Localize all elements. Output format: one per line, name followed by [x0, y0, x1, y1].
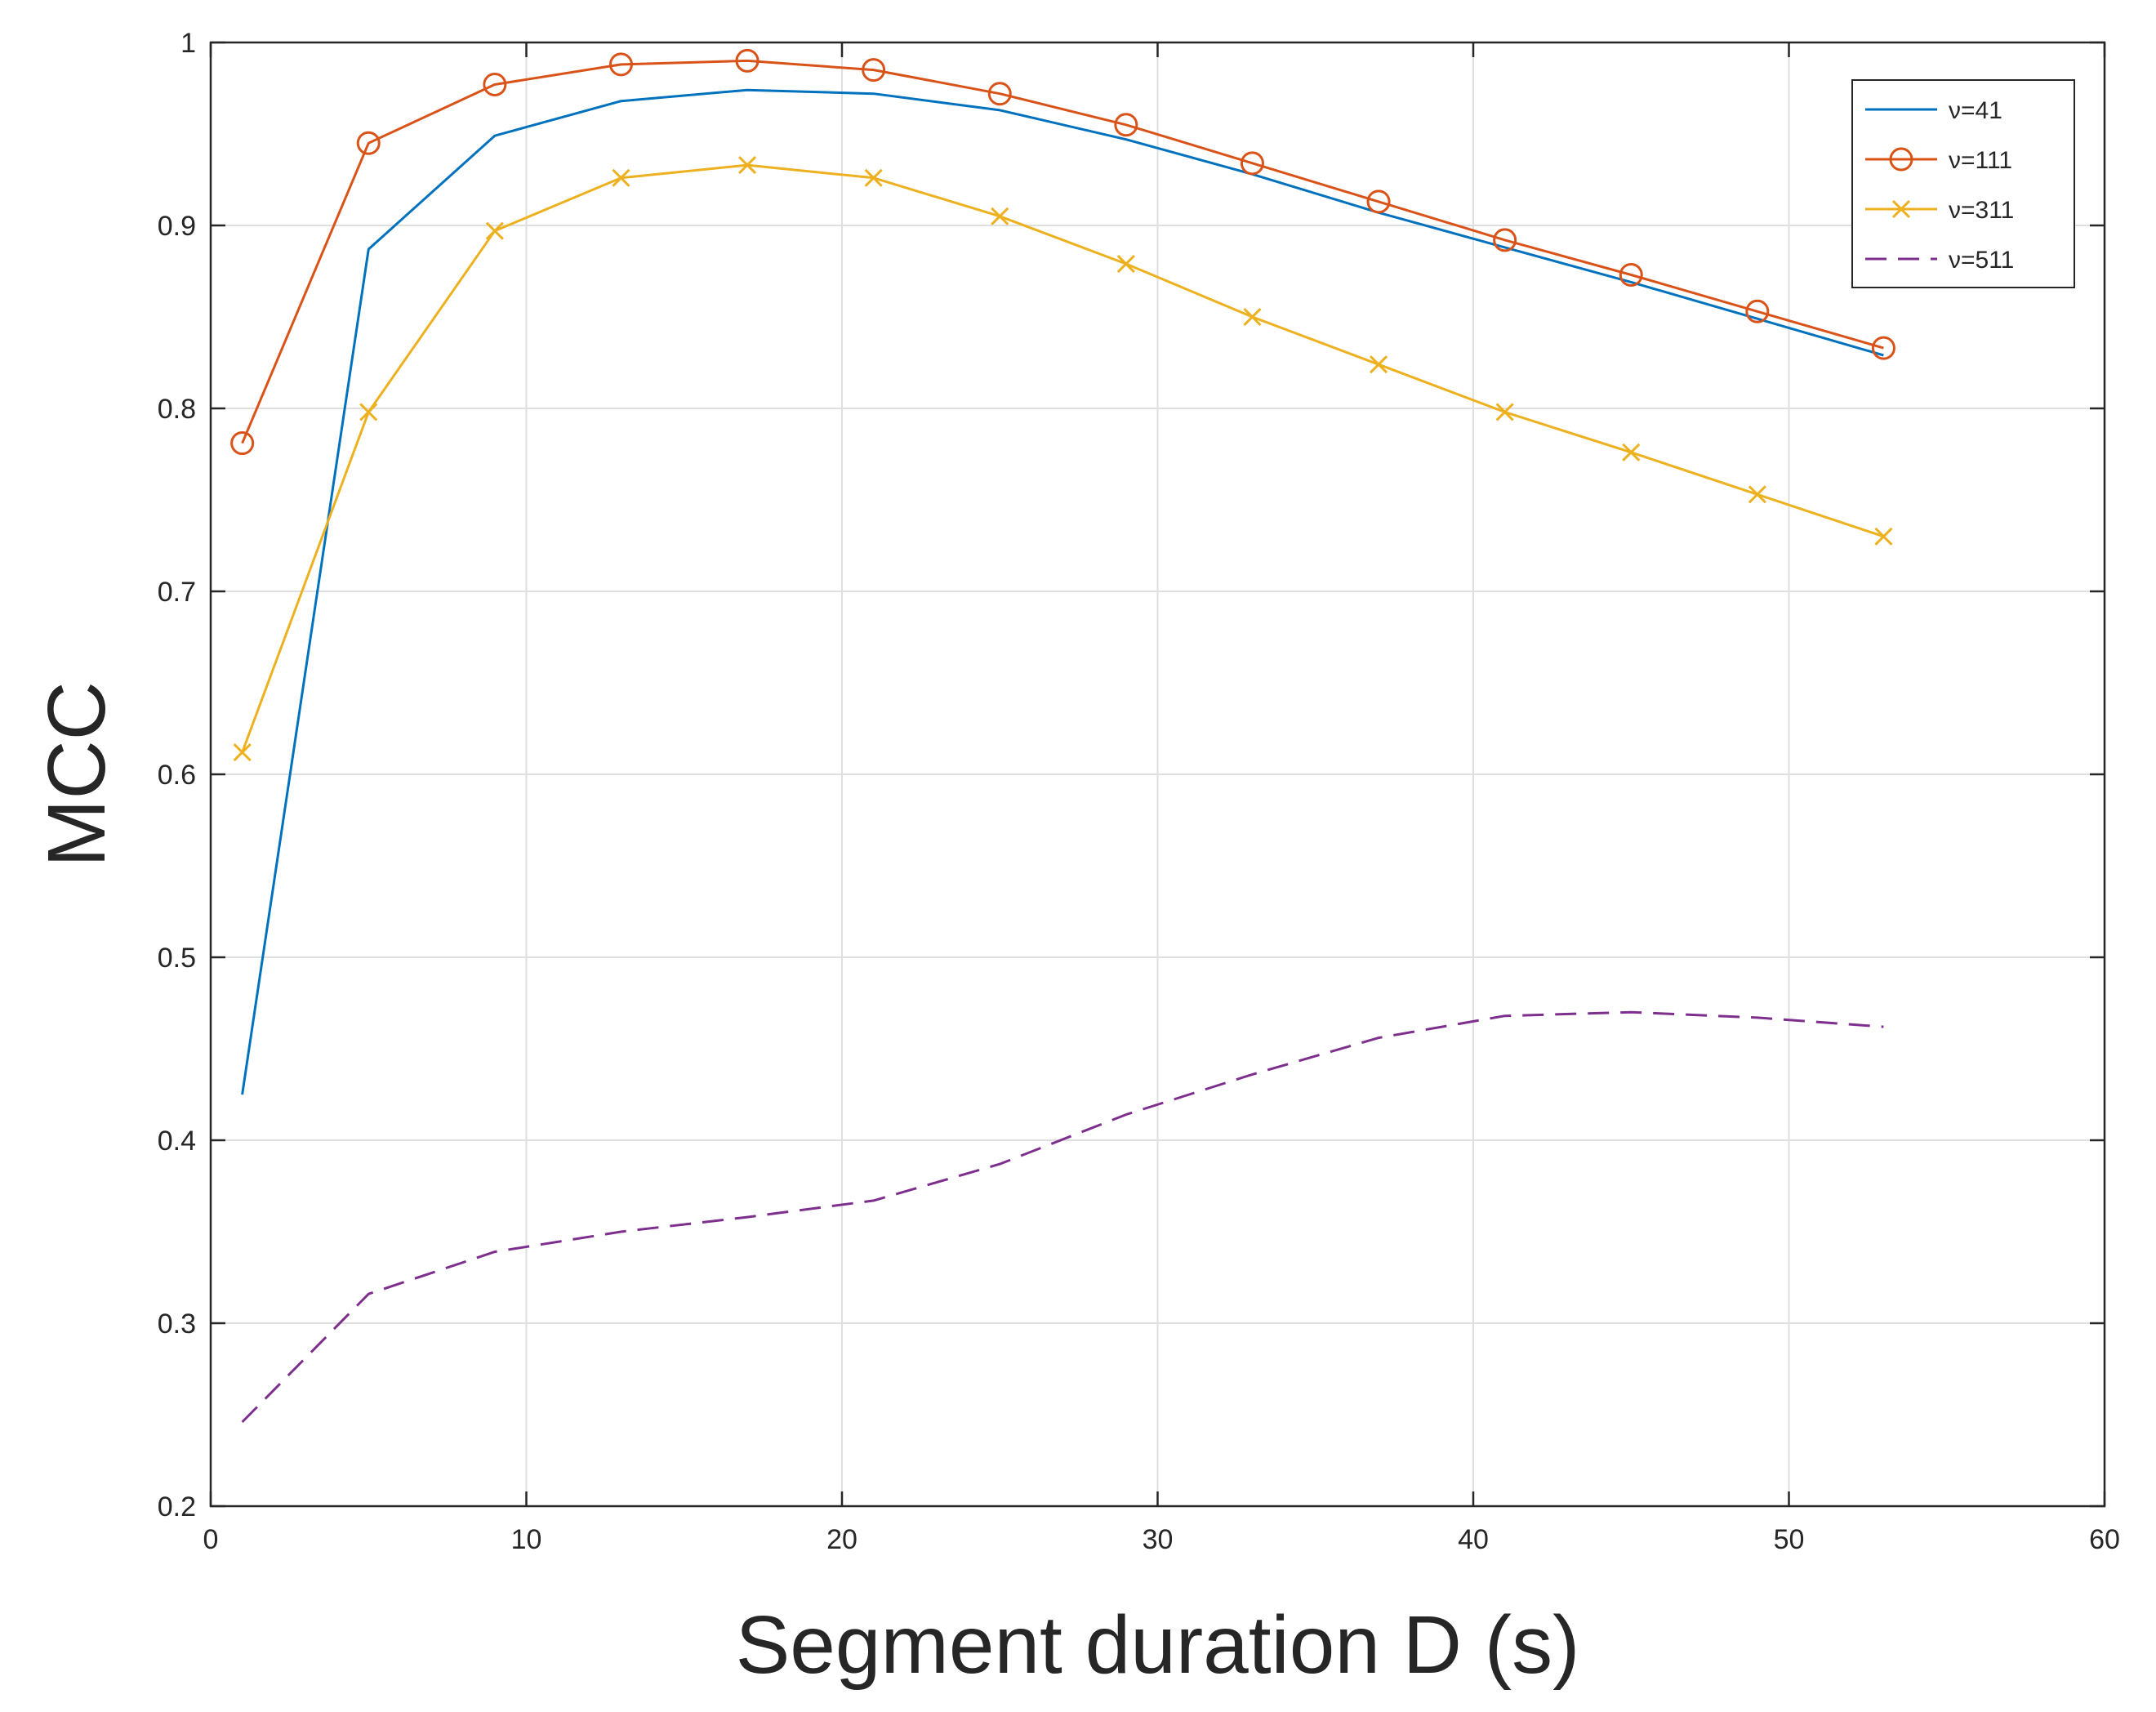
series-2-point	[735, 48, 760, 73]
y-axis-title: MCC	[31, 681, 122, 867]
series-2-point	[987, 82, 1012, 106]
x-tick-label: 50	[1774, 1524, 1805, 1555]
series-1-line	[241, 88, 1884, 1095]
y-tick-label: 0.4	[158, 1126, 196, 1157]
series-3-point	[233, 743, 252, 762]
series-2-point	[356, 131, 381, 155]
legend-label-3: ν=311	[1949, 197, 2014, 224]
series-3-point	[1874, 527, 1893, 546]
grid	[211, 42, 2105, 1506]
series-3	[233, 156, 1893, 762]
series-3-point-stroke-b	[1622, 443, 1641, 461]
series-4	[241, 1010, 1884, 1424]
series-3-point-stroke-b	[1748, 485, 1766, 504]
series-3-point-stroke-b	[1243, 307, 1262, 327]
series-2-point	[1366, 189, 1391, 214]
y-tick-label: 0.9	[158, 211, 196, 242]
series-3-point	[1369, 355, 1388, 374]
series-3-point-stroke-b	[359, 403, 378, 421]
series-3-point-stroke-b	[612, 168, 630, 187]
series-3-point	[991, 207, 1009, 225]
y-tick-label: 1	[180, 28, 196, 59]
legend-label-2: ν=111	[1949, 147, 2012, 174]
series-2-point	[1871, 336, 1895, 360]
series-3-point-stroke-b	[1495, 403, 1514, 421]
series-3-point	[359, 403, 378, 421]
series-2	[230, 48, 1895, 456]
x-tick-label: 30	[1143, 1524, 1174, 1555]
series-3-point-stroke-b	[1369, 355, 1388, 374]
series-3-point	[1622, 443, 1641, 461]
series-3-line	[241, 163, 1884, 753]
y-tick-label: 0.7	[158, 577, 196, 608]
series-3-point	[612, 168, 630, 187]
legend-box	[1851, 79, 2075, 288]
series-2-point	[608, 52, 633, 77]
series-3-point-stroke-b	[737, 156, 757, 175]
series-3-point	[864, 168, 883, 187]
x-tick-label: 60	[2089, 1524, 2120, 1555]
series-layer	[230, 48, 1895, 1424]
series-2-point	[1493, 228, 1517, 252]
series-2-point	[1619, 262, 1643, 287]
y-tick-label: 0.3	[158, 1309, 196, 1340]
series-2-point	[230, 431, 255, 456]
y-tick-label: 0.8	[158, 394, 196, 425]
series-2-line	[241, 59, 1884, 444]
series-3-point	[1748, 485, 1766, 504]
legend-marker-2	[1889, 147, 1913, 172]
series-2-point	[1745, 299, 1770, 323]
series-3-point-stroke-b	[485, 221, 504, 240]
series-3-point	[1495, 403, 1514, 421]
y-tick-label: 0.6	[158, 760, 196, 791]
legend-marker-3-stroke-b	[1891, 199, 1911, 219]
series-3-point	[485, 221, 504, 240]
x-tick-label: 0	[203, 1524, 219, 1555]
legend-label-4: ν=511	[1949, 247, 2014, 274]
series-3-point	[1116, 254, 1135, 274]
legend-marker-3	[1891, 199, 1911, 219]
series-2-point	[1240, 151, 1264, 176]
x-tick-label: 40	[1458, 1524, 1489, 1555]
series-3-point-stroke-b	[1116, 254, 1135, 274]
y-tick-label: 0.5	[158, 943, 196, 974]
series-3-point-stroke-b	[1874, 527, 1893, 546]
series-3-point	[737, 156, 757, 175]
series-3-point-stroke-b	[864, 168, 883, 187]
legend: ν=41 ν=111 ν=311 ν=511	[1851, 79, 2075, 288]
series-3-point-stroke-b	[233, 743, 252, 762]
x-axis-title: Segment duration D (s)	[736, 1599, 1580, 1691]
series-4-line	[241, 1010, 1884, 1424]
legend-label-1: ν=41	[1949, 97, 2002, 124]
x-tick-label: 10	[511, 1524, 542, 1555]
series-1	[241, 88, 1884, 1095]
series-2-point	[1114, 113, 1138, 137]
x-tick-label: 20	[826, 1524, 858, 1555]
ticks: 0 10 20 30 40 50 60 0.2 0.3 0.4 0.5 0.6 0.7 0.8 0.9 1	[158, 28, 2120, 1555]
series-2-point	[483, 73, 507, 97]
y-tick-label: 0.2	[158, 1491, 196, 1523]
series-3-point-stroke-b	[991, 207, 1009, 225]
series-2-point	[862, 58, 886, 82]
series-3-point	[1243, 307, 1262, 327]
